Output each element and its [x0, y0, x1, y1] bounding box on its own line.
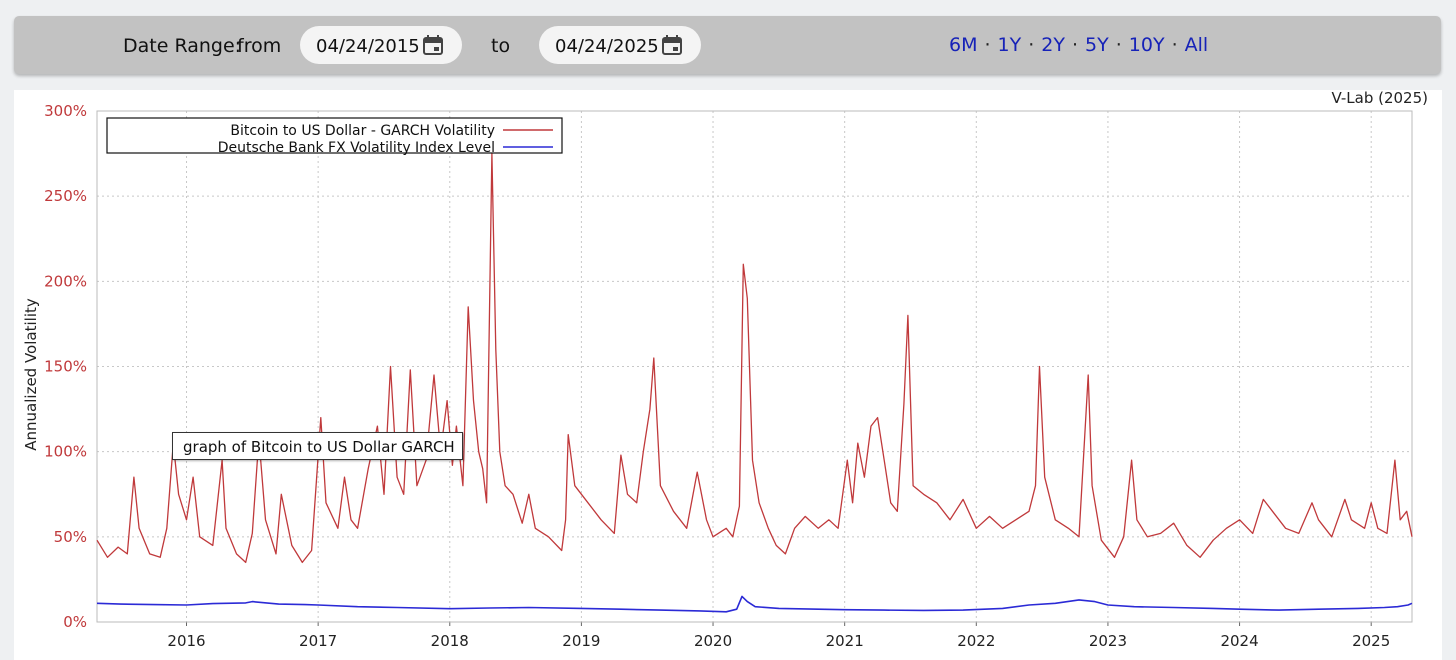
x-tick-label: 2022	[957, 632, 995, 650]
legend-box	[106, 117, 563, 154]
range-link-all[interactable]: All	[1184, 34, 1209, 56]
volatility-chart: 0% 50% 100% 150% 200% 250% 300% 2016 2017 2018 201…	[22, 90, 1428, 650]
y-tick-label: 0%	[63, 613, 87, 631]
range-link-6m[interactable]: 6M	[949, 34, 978, 56]
separator-dot: ·	[1115, 34, 1122, 56]
from-date-value[interactable]: 04/24/2015	[316, 36, 420, 57]
chart-credit: V-Lab (2025)	[1331, 90, 1428, 107]
calendar-icon[interactable]	[422, 34, 444, 56]
legend-label: Bitcoin to US Dollar - GARCH Volatility	[230, 123, 495, 139]
x-tick-label: 2020	[694, 632, 732, 650]
y-tick-label: 150%	[44, 358, 87, 376]
y-tick-label: 250%	[44, 187, 87, 205]
legend-label: Deutsche Bank FX Volatility Index Level	[218, 140, 495, 156]
series-line-bitcoin-garch	[96, 152, 1413, 564]
date-range-toolbar: Date Range: from 04/24/2015 to 04/24/202…	[14, 16, 1441, 74]
from-date-field[interactable]: 04/24/2015	[300, 26, 462, 64]
y-axis-label: Annualized Volatility	[22, 298, 40, 451]
to-date-value[interactable]: 04/24/2025	[555, 36, 659, 57]
from-label: from	[237, 35, 282, 57]
x-tick-label: 2018	[431, 632, 469, 650]
range-link-10y[interactable]: 10Y	[1128, 34, 1165, 56]
y-tick-label: 100%	[44, 443, 87, 461]
to-label: to	[491, 35, 511, 57]
x-tick-label: 2024	[1220, 632, 1258, 650]
range-link-1y[interactable]: 1Y	[997, 34, 1022, 56]
x-tick-label: 2023	[1089, 632, 1127, 650]
separator-dot: ·	[1028, 34, 1035, 56]
to-date-field[interactable]: 04/24/2025	[539, 26, 701, 64]
calendar-icon[interactable]	[661, 34, 683, 56]
range-link-5y[interactable]: 5Y	[1085, 34, 1109, 56]
x-tick-label: 2017	[299, 632, 337, 650]
chart-panel: 0% 50% 100% 150% 200% 250% 300% 2016 2017 2018 201…	[14, 90, 1442, 660]
plot-frame	[96, 110, 1413, 623]
y-tick-label: 200%	[44, 272, 87, 290]
separator-dot: ·	[984, 34, 991, 56]
x-tick-label: 2021	[826, 632, 864, 650]
x-tick-label: 2019	[562, 632, 600, 650]
range-links: 6M · 1Y · 2Y · 5Y · 10Y · All	[949, 34, 1208, 56]
range-link-2y[interactable]: 2Y	[1041, 34, 1065, 56]
x-tick-label: 2025	[1352, 632, 1390, 650]
x-tick-label: 2016	[167, 632, 205, 650]
y-tick-label: 50%	[54, 528, 87, 546]
chart-tooltip: graph of Bitcoin to US Dollar GARCH	[172, 432, 463, 460]
separator-dot: ·	[1171, 34, 1178, 56]
date-range-label: Date Range:	[123, 35, 242, 57]
separator-dot: ·	[1071, 34, 1079, 56]
y-tick-label: 300%	[44, 102, 87, 120]
series-line-fx-volatility	[96, 595, 1413, 613]
